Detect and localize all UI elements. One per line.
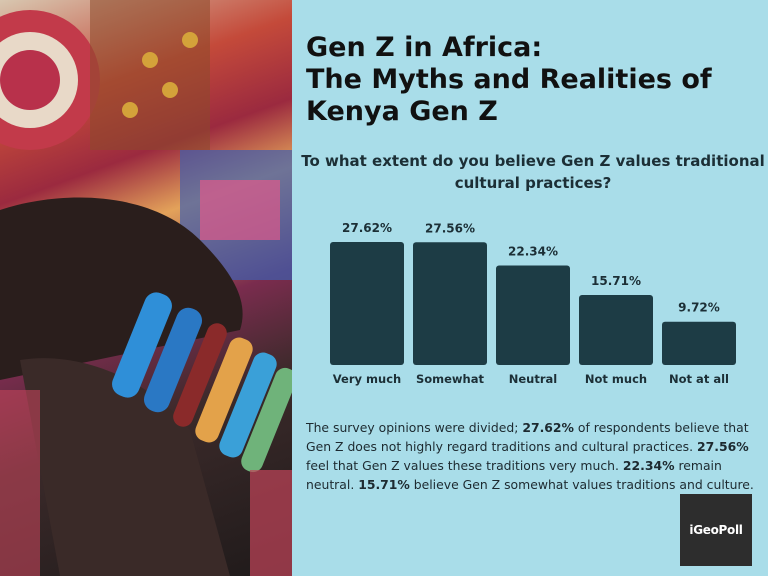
desc-bold-2: 27.56%	[697, 439, 749, 454]
bar-chart: 27.62% Very much 27.56% Somewhat 22.34% Neutr…	[330, 221, 736, 386]
value-label: 27.62%	[342, 221, 392, 235]
value-label: 22.34%	[508, 245, 558, 259]
bar-not-much	[579, 295, 653, 365]
cultural-photo	[0, 0, 292, 576]
desc-bold-3: 22.34%	[622, 458, 675, 473]
desc-text-3: feel that Gen Z values these traditions …	[306, 458, 623, 473]
desc-text-2: of respondents believe that Gen Z does n…	[306, 420, 749, 454]
bar-neutral	[496, 265, 570, 365]
logo-text: iGeoPoll	[689, 523, 743, 537]
bar-not-at-all	[662, 321, 736, 365]
value-label: 27.56%	[425, 221, 475, 235]
photo-illustration	[0, 0, 292, 576]
value-label: 15.71%	[591, 274, 641, 288]
question-line-1: To what extent do you believe Gen Z valu…	[301, 152, 765, 170]
bar-somewhat	[413, 242, 487, 365]
desc-text-4: remain neutral.	[306, 458, 722, 492]
survey-question: To what extent do you believe Gen Z valu…	[300, 150, 766, 194]
desc-text-5: believe Gen Z somewhat values traditions…	[409, 477, 754, 492]
value-label: 9.72%	[678, 301, 720, 315]
category-label: Not much	[585, 372, 647, 386]
desc-bold-1: 27.62%	[522, 420, 574, 435]
page-title: Gen Z in Africa: The Myths and Realities…	[306, 32, 746, 128]
desc-bold-4: 15.71%	[358, 477, 410, 492]
category-label: Very much	[333, 372, 401, 386]
title-line-3: Kenya Gen Z	[306, 96, 498, 127]
title-line-1: Gen Z in Africa:	[306, 32, 543, 63]
category-label: Somewhat	[416, 372, 485, 386]
description-paragraph: The survey opinions were divided; 27.62%…	[306, 418, 754, 494]
category-label: Neutral	[509, 372, 557, 386]
question-line-2: cultural practices?	[454, 174, 612, 192]
title-line-2: The Myths and Realities of	[306, 64, 712, 95]
category-label: Not at all	[669, 372, 729, 386]
desc-text-1: The survey opinions were divided;	[306, 420, 523, 435]
geopoll-logo: iGeoPoll	[680, 494, 752, 566]
bar-very-much	[330, 242, 404, 365]
